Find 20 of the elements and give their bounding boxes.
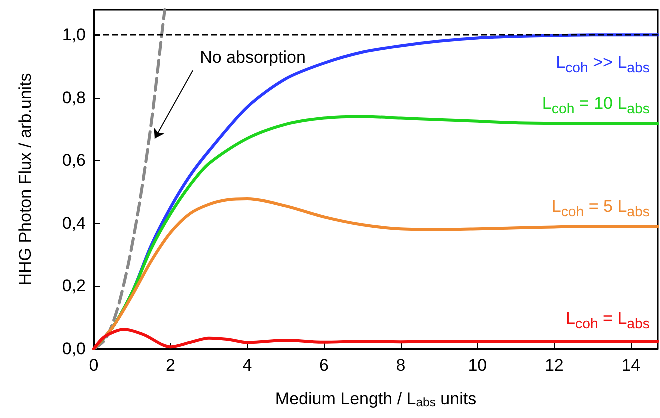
x-tick-label: 4 (242, 356, 252, 375)
x-tick-label: 6 (319, 356, 329, 375)
y-tick-label: 0,0 (62, 340, 86, 358)
x-tick-label: 14 (622, 356, 641, 375)
y-tick-label: 0,6 (62, 151, 86, 170)
x-tick-label: 10 (468, 356, 488, 375)
y-tick-label: 1,0 (62, 26, 86, 45)
series-label: L$_{coh}$ = L$_{abs}$ (566, 308, 650, 335)
x-tick-label: 8 (396, 356, 406, 375)
y-tick-label: 0,8 (62, 88, 86, 108)
y-tick-label: 0,2 (62, 276, 86, 296)
y-axis-title: HHG Photon Flux / arb.units (16, 73, 35, 286)
x-tick-label: 0 (89, 356, 99, 375)
series-label: L$_{coh}$ = 10 L$_{abs}$ (542, 92, 650, 120)
series-label: L$_{coh}$ = 5 L$_{abs}$ (552, 196, 650, 222)
series-label: L$_{coh}$ >> L$_{abs}$ (556, 52, 650, 78)
y-tick-label: 0,4 (62, 214, 86, 233)
x-tick-label: 2 (166, 356, 176, 375)
annotation: No absorption (200, 48, 306, 68)
x-tick-label: 12 (544, 356, 564, 375)
